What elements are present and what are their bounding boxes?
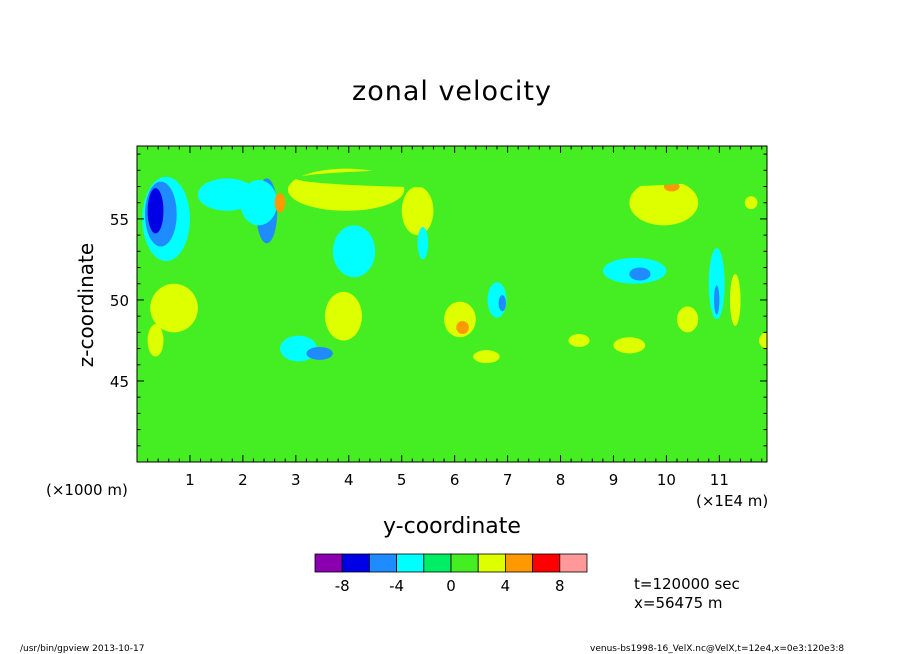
colorbar-swatch bbox=[450, 553, 479, 573]
colorbar-tick-label: 0 bbox=[446, 577, 456, 595]
contour-region-31 bbox=[744, 196, 758, 210]
contour-region-20 bbox=[498, 295, 507, 312]
x-tick-label: 9 bbox=[609, 471, 619, 489]
contour-region-22 bbox=[613, 337, 646, 354]
y-tick-label: 50 bbox=[110, 292, 129, 310]
colorbar-swatch bbox=[423, 553, 452, 573]
x-tick-label: 11 bbox=[710, 471, 729, 489]
x-tick-label: 7 bbox=[503, 471, 513, 489]
contour-region-10 bbox=[306, 346, 333, 360]
contour-field bbox=[137, 146, 767, 462]
contour-region-6 bbox=[150, 283, 198, 333]
colorbar-swatch bbox=[341, 553, 370, 573]
contour-region-30 bbox=[729, 274, 741, 326]
x-tick-label: 8 bbox=[556, 471, 566, 489]
x-tick-label: 1 bbox=[185, 471, 195, 489]
x-tick-label: 4 bbox=[344, 471, 354, 489]
contour-region-28 bbox=[708, 248, 725, 320]
footer-right: venus-bs1998-16_VelX.nc@VelX,t=12e4,x=0e… bbox=[590, 644, 845, 654]
x-tick-label: 10 bbox=[657, 471, 676, 489]
colorbar-tick-label: -8 bbox=[335, 577, 350, 595]
contour-region-13 bbox=[332, 225, 376, 278]
contour-region-17 bbox=[456, 321, 469, 334]
contour-region-8 bbox=[274, 192, 286, 213]
contour-region-18 bbox=[473, 350, 500, 364]
x-tick-label: 3 bbox=[291, 471, 301, 489]
contour-region-15 bbox=[417, 227, 429, 260]
y-tick-label: 55 bbox=[110, 211, 129, 229]
x-tick-label: 5 bbox=[397, 471, 407, 489]
time-annotation: t=120000 sec bbox=[634, 575, 740, 593]
contour-region-14 bbox=[401, 186, 434, 236]
colorbar-swatch bbox=[532, 553, 561, 573]
contour-region-5 bbox=[240, 180, 278, 226]
contour-region-35 bbox=[481, 389, 746, 438]
contour-region-2 bbox=[147, 188, 164, 234]
plot-frame bbox=[136, 145, 768, 463]
colorbar: -8 -4 0 4 8 bbox=[314, 553, 588, 595]
contour-region-34 bbox=[189, 402, 508, 441]
contour-region-7 bbox=[147, 324, 164, 357]
x-axis-unit-left: (×1000 m) bbox=[46, 481, 128, 499]
chart-title: zonal velocity bbox=[352, 76, 552, 107]
colorbar-swatch bbox=[559, 553, 588, 573]
contour-region-25 bbox=[629, 180, 699, 226]
contour-region-33 bbox=[295, 168, 720, 189]
colorbar-swatch bbox=[504, 553, 533, 573]
contour-region-32 bbox=[759, 332, 767, 349]
x-axis-unit-right: (×1E4 m) bbox=[696, 492, 769, 510]
contour-region-11 bbox=[324, 291, 362, 341]
contour-region-21 bbox=[568, 333, 590, 347]
colorbar-tick-label: 8 bbox=[555, 577, 565, 595]
x-tick-label: 2 bbox=[238, 471, 248, 489]
contour-region-29 bbox=[714, 285, 720, 315]
y-tick-label: 45 bbox=[110, 373, 129, 391]
colorbar-tick-label: -4 bbox=[389, 577, 404, 595]
footer-left: /usr/bin/gpview 2013-10-17 bbox=[20, 644, 145, 654]
colorbar-swatch bbox=[368, 553, 397, 573]
colorbar-tick-label: 4 bbox=[501, 577, 511, 595]
x-position-annotation: x=56475 m bbox=[634, 594, 723, 612]
x-axis-label: y-coordinate bbox=[383, 514, 521, 539]
contour-region-24 bbox=[629, 267, 651, 281]
colorbar-swatch bbox=[314, 553, 343, 573]
x-tick-label: 6 bbox=[450, 471, 460, 489]
colorbar-swatch bbox=[396, 553, 425, 573]
contour-region-27 bbox=[677, 306, 699, 333]
colorbar-swatch bbox=[477, 553, 506, 573]
